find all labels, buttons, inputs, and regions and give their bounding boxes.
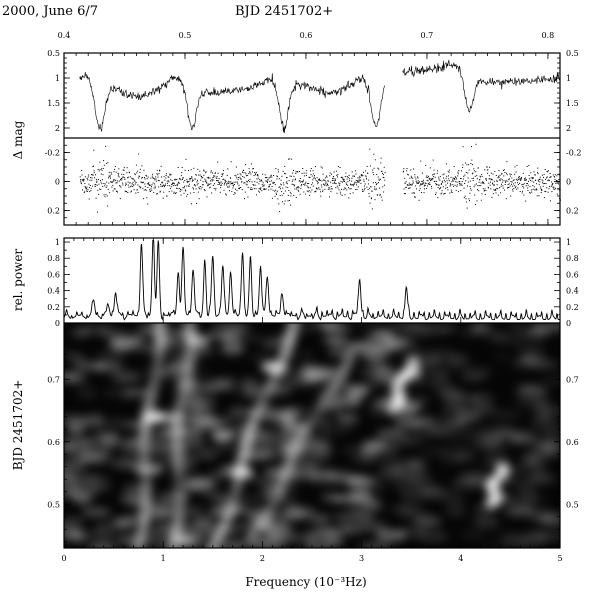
freq-tick-label: 5 xyxy=(557,554,562,563)
ps-right-tick-label: 0.2 xyxy=(566,303,579,312)
freq-tick-label: 3 xyxy=(359,554,364,563)
dyn-left-tick-label: 0.7 xyxy=(47,375,60,384)
freq-tick-label: 0 xyxy=(61,554,66,563)
lc-left-tick-label: 0.5 xyxy=(47,49,60,58)
res-right-tick-label: 0 xyxy=(566,178,571,187)
ps-left-tick-label: 1 xyxy=(55,238,60,247)
lc-top-tick-label: 0.5 xyxy=(179,31,192,40)
lc-right-tick-label: 1.5 xyxy=(566,99,579,108)
lc-right-tick-label: 1 xyxy=(566,74,571,83)
ps-left-tick-label: 0.8 xyxy=(47,254,60,263)
res-right-tick-label: -0.2 xyxy=(566,149,581,158)
lc-left-tick-label: 1.5 xyxy=(47,99,60,108)
ps-right-tick-label: 0.4 xyxy=(566,287,579,296)
ps-left-tick-label: 0.6 xyxy=(47,270,60,279)
dyn-left-tick-label: 0.5 xyxy=(47,500,60,509)
res-right-tick-label: 0.2 xyxy=(566,207,579,216)
light-curve-segment-1 xyxy=(79,72,385,134)
dyn-right-tick-label: 0.7 xyxy=(566,375,579,384)
bjd-axis-label: BJD 2451702+ xyxy=(11,380,25,471)
lc-right-tick-label: 2 xyxy=(566,124,571,133)
frequency-axis-label: Frequency (10⁻³Hz) xyxy=(245,575,366,589)
dyn-right-tick-label: 0.5 xyxy=(566,500,579,509)
ps-right-tick-label: 0.8 xyxy=(566,254,579,263)
dyn-right-tick-label: 0.6 xyxy=(566,438,579,447)
residuals-panel xyxy=(79,143,561,213)
res-left-tick-label: -0.2 xyxy=(45,149,60,158)
lc-left-tick-label: 1 xyxy=(55,74,60,83)
delta-mag-axis-label: Δ mag xyxy=(11,120,25,159)
observation-date: 2000, June 6/7 xyxy=(2,4,99,19)
dynamic-spectrum-panel xyxy=(64,323,560,548)
lc-top-tick-label: 0.7 xyxy=(421,31,434,40)
rel-power-axis-label: rel. power xyxy=(11,249,25,312)
power-spectrum-line xyxy=(63,239,560,321)
res-left-tick-label: 0.2 xyxy=(47,207,60,216)
ps-left-tick-label: 0 xyxy=(55,319,60,328)
light-curve-frame xyxy=(63,52,561,226)
ps-left-tick-label: 0.4 xyxy=(47,287,60,296)
freq-tick-label: 4 xyxy=(458,554,463,563)
lc-top-tick-label: 0.4 xyxy=(58,31,71,40)
lc-top-tick-label: 0.6 xyxy=(300,31,313,40)
residual-points xyxy=(79,143,561,213)
power-spectrum-panel xyxy=(63,239,560,321)
freq-tick-label: 1 xyxy=(161,554,166,563)
dyn-left-tick-label: 0.6 xyxy=(47,438,60,447)
ps-right-tick-label: 1 xyxy=(566,238,571,247)
light-curve-segment-2 xyxy=(402,59,561,113)
freq-tick-label: 2 xyxy=(260,554,265,563)
light-curve-panel xyxy=(79,59,561,134)
lc-top-tick-label: 0.8 xyxy=(542,31,555,40)
res-left-tick-label: 0 xyxy=(55,178,60,187)
lc-right-tick-label: 0.5 xyxy=(566,49,579,58)
ps-right-tick-label: 0 xyxy=(566,319,571,328)
heatmap-cells xyxy=(64,323,560,548)
ps-right-tick-label: 0.6 xyxy=(566,270,579,279)
ps-left-tick-label: 0.2 xyxy=(47,303,60,312)
top-axis-title: BJD 2451702+ xyxy=(235,4,334,19)
panel-frames: 0.4 0.5 0.6 0.7 0.8 0.5 0.5 1 1 1.5 1.5 2 2 -0.2 -0.2 0… xyxy=(11,31,581,589)
lc-left-tick-label: 2 xyxy=(55,124,60,133)
